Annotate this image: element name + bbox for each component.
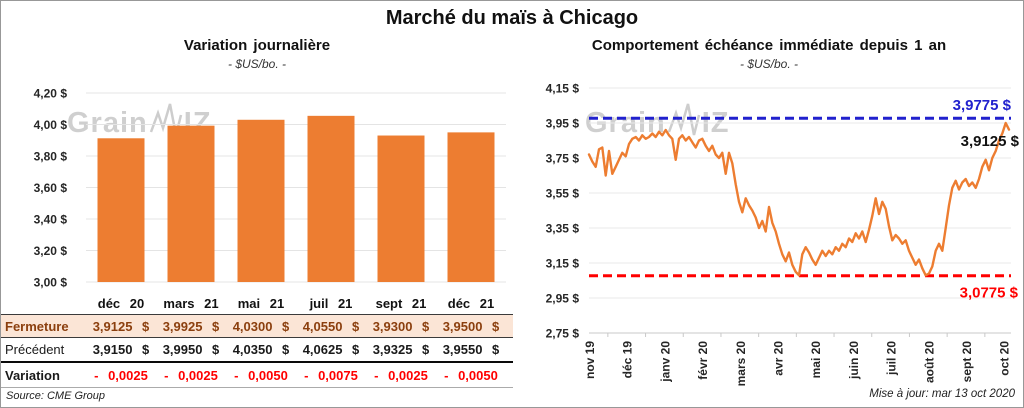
support-label: 3,0775 $	[960, 285, 1019, 302]
bar-déc 21	[447, 132, 495, 282]
bar-sept 21	[377, 135, 425, 282]
price-cell: 4,0350 $	[232, 342, 290, 357]
price-cell: 3,9950 $	[162, 342, 220, 357]
x-tick-label: juil 20	[885, 341, 899, 376]
x-tick-label: avr 20	[772, 341, 786, 376]
line-chart-subtitle: - $US/bo. -	[739, 57, 799, 71]
column-header: mars 21	[163, 296, 219, 311]
y-tick-label: 3,40 $	[34, 213, 68, 227]
y-tick-label: 3,20 $	[34, 244, 68, 258]
price-cell: 3,9300 $	[372, 318, 430, 334]
y-tick-label: 4,00 $	[34, 118, 68, 132]
price-cell: 4,0625 $	[302, 342, 360, 357]
x-tick-label: déc 19	[621, 341, 635, 379]
watermark-zigzag-icon	[667, 101, 701, 145]
x-tick-label: mars 20	[734, 341, 748, 387]
line-chart-title: Comportement échéance immédiate depuis 1…	[591, 37, 947, 54]
row-label: Variation	[5, 367, 60, 383]
y-tick-label: 4,15 $	[546, 82, 580, 96]
daily-variation-panel: Variation journalière - $US/bo. - Grain …	[1, 1, 513, 407]
x-tick-label: nov 19	[583, 341, 597, 379]
column-header: déc 20	[97, 296, 145, 311]
column-header: juil 21	[309, 296, 353, 311]
y-tick-label: 3,60 $	[34, 181, 68, 195]
update-note: Mise à jour: mar 13 oct 2020	[869, 388, 1015, 400]
line-chart: 4,15 $ 3,95 $ 3,75 $ 3,55 $ 3,35 $ 3,15 $ 2,95…	[546, 82, 1020, 387]
y-tick-label: 3,55 $	[546, 187, 580, 201]
y-tick-label: 2,75 $	[546, 327, 580, 341]
y-tick-label: 3,80 $	[34, 150, 68, 164]
x-tick-label: sept 20	[960, 341, 974, 383]
table-header-row: déc 20 mars 21 mai 21 juil 21 sept 21 déc 21	[1, 293, 513, 314]
price-cell: - 0,0050	[444, 367, 498, 383]
table-row-précédent: Précédent 3,9150 $ 3,9950 $ 4,0350 $ 4,0625 …	[1, 338, 513, 363]
x-tick-label: janv 20	[658, 341, 672, 383]
y-tick-label: 3,00 $	[34, 276, 68, 290]
y-tick-label: 3,15 $	[546, 257, 580, 271]
row-label: Précédent	[5, 342, 65, 357]
x-tick-label: oct 20	[998, 341, 1012, 376]
y-tick-label: 2,95 $	[546, 292, 580, 306]
watermark-text-prefix: Grain	[67, 106, 148, 139]
price-cell: 3,9500 $	[442, 318, 500, 334]
price-cell: 3,9550 $	[442, 342, 500, 357]
page-title: Marché du maïs à Chicago	[385, 7, 639, 29]
table-row-variation: Variation - 0,0025 - 0,0025 - 0,0050 - 0,007…	[1, 363, 513, 388]
source-note: Source: CME Group	[6, 390, 106, 402]
bar-chart: 4,20 $ 4,00 $ 3,80 $ 3,60 $ 3,40 $ 3,20 $ 3,00…	[34, 87, 506, 290]
table-row-fermeture: Fermeture 3,9125 $ 3,9925 $ 4,0300 $ 4,0550 …	[1, 314, 513, 338]
bar-déc 20	[97, 138, 145, 282]
front-month-panel: Comportement échéance immédiate depuis 1…	[513, 1, 1023, 407]
row-label: Fermeture	[5, 318, 69, 334]
price-cell: - 0,0050	[234, 367, 288, 383]
price-cell: 3,9150 $	[92, 342, 150, 357]
price-cell: 3,9925 $	[162, 318, 220, 334]
y-tick-label: 3,95 $	[546, 117, 580, 131]
bar-chart-title: Variation journalière	[183, 37, 331, 54]
price-series-line	[587, 121, 1011, 277]
x-tick-label: juin 20	[847, 341, 861, 380]
price-cell: - 0,0025	[94, 367, 148, 383]
last-price-label: 3,9125 $	[961, 133, 1020, 150]
bar-chart-subtitle: - $US/bo. -	[227, 57, 287, 71]
x-tick-label: mai 20	[809, 341, 823, 379]
y-tick-label: 3,35 $	[546, 222, 580, 236]
y-tick-label: 4,20 $	[34, 87, 68, 101]
price-cell: 4,0550 $	[302, 318, 360, 334]
bar-mai 21	[237, 119, 285, 283]
column-header: déc 21	[447, 296, 495, 311]
price-cell: 4,0300 $	[232, 318, 290, 334]
column-header: mai 21	[237, 296, 285, 311]
x-tick-label: févr 20	[696, 341, 710, 380]
bar-mars 21	[167, 125, 215, 283]
price-cell: - 0,0025	[164, 367, 218, 383]
y-tick-label: 3,75 $	[546, 152, 580, 166]
price-cell: 3,9325 $	[372, 342, 430, 357]
price-cell: - 0,0025	[374, 367, 428, 383]
column-header: sept 21	[375, 296, 427, 311]
x-tick-label: août 20	[922, 341, 936, 383]
price-cell: - 0,0075	[304, 367, 358, 383]
futures-price-table: déc 20 mars 21 mai 21 juil 21 sept 21 déc 21 F…	[1, 293, 513, 388]
price-cell: 3,9125 $	[92, 318, 150, 334]
resistance-label: 3,9775 $	[953, 97, 1012, 114]
bar-juil 21	[307, 115, 355, 283]
